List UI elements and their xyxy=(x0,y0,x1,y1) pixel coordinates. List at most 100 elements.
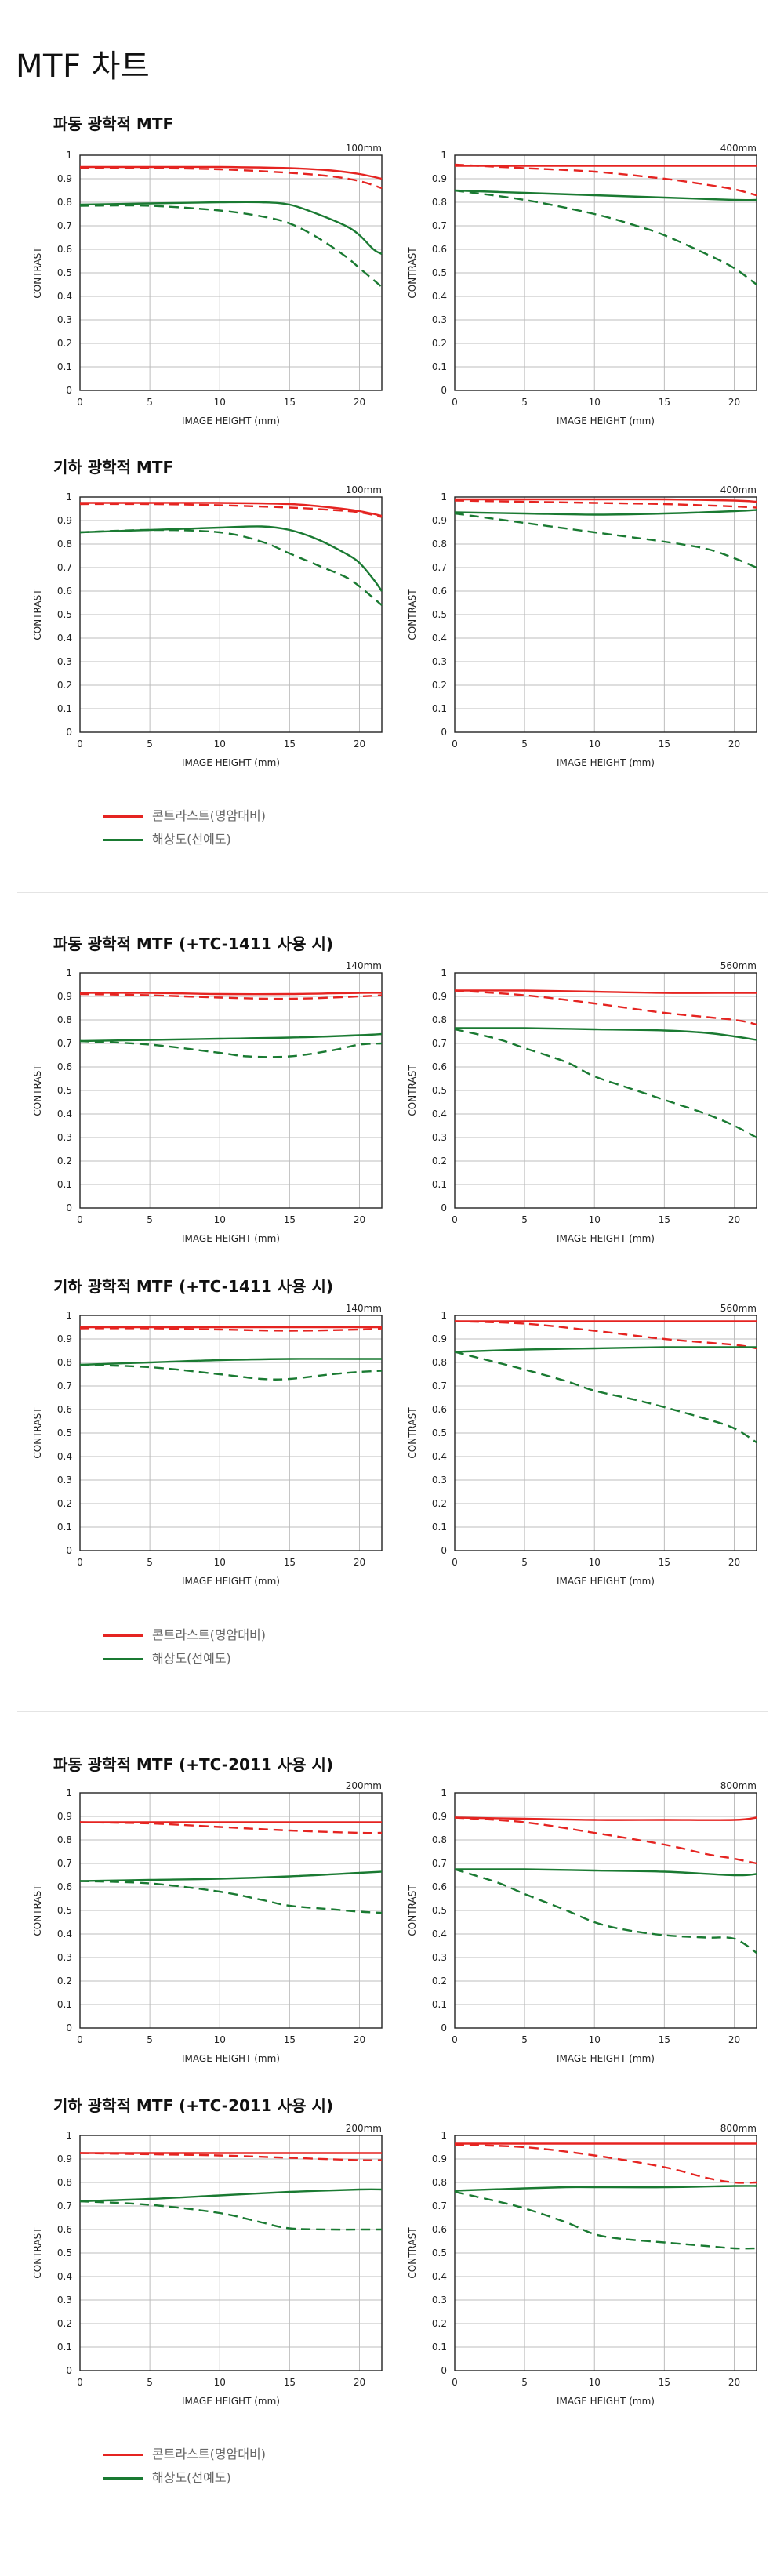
x-axis-label: IMAGE HEIGHT (mm) xyxy=(557,2053,655,2064)
y-tick-label: 0.3 xyxy=(432,314,447,325)
contrast-dashed-line xyxy=(454,163,757,197)
y-tick-label: 0.6 xyxy=(57,2224,72,2235)
mtf-chart-wave-400mm: 00.10.20.30.40.50.60.70.80.910 5 10 15 20IMA… xyxy=(407,143,757,426)
mtf-chart-wave-tc1411-140mm: 00.10.20.30.40.50.60.70.80.910 5 10 15 20IMA… xyxy=(32,960,383,1244)
plot-frame xyxy=(79,154,383,391)
plot-frame xyxy=(454,1315,757,1551)
x-tick-label: 20 xyxy=(354,1214,365,1225)
y-tick-label: 0.1 xyxy=(432,1522,447,1533)
x-axis-label: IMAGE HEIGHT (mm) xyxy=(182,1233,280,1244)
y-tick-label: 0.3 xyxy=(57,2295,72,2306)
resolution-dashed-line xyxy=(454,1868,757,1954)
y-tick-label: 0.6 xyxy=(432,1404,447,1415)
x-tick-label: 5 xyxy=(147,397,153,408)
y-tick-label: 0.8 xyxy=(432,197,447,208)
mtf-chart-geometric-100mm: 00.10.20.30.40.50.60.70.80.910 5 10 15 20IMA… xyxy=(32,484,383,768)
contrast-solid-line xyxy=(454,498,757,503)
y-tick-label: 0.9 xyxy=(57,1333,72,1344)
y-tick-label: 0.9 xyxy=(57,173,72,184)
legend-swatch-resolution xyxy=(103,839,143,841)
legend-label-contrast: 콘트라스트(명암대비) xyxy=(152,808,266,823)
resolution-dashed-line xyxy=(454,189,757,285)
y-tick-label: 0 xyxy=(66,1545,72,1556)
y-tick-label: 0.6 xyxy=(432,586,447,597)
y-tick-label: 0.2 xyxy=(57,680,72,691)
y-tick-label: 0.4 xyxy=(57,291,72,302)
x-tick-label: 5 xyxy=(521,2034,528,2045)
y-tick-label: 0.4 xyxy=(432,1928,447,1939)
x-tick-label: 5 xyxy=(147,2377,153,2388)
contrast-dashed-line xyxy=(454,2143,757,2184)
y-axis-label: CONTRAST xyxy=(407,1065,418,1116)
y-tick-label: 0.7 xyxy=(57,562,72,573)
x-tick-label: 20 xyxy=(728,738,740,749)
x-tick-label: 5 xyxy=(521,1557,528,1568)
y-tick-label: 1 xyxy=(441,967,447,978)
x-axis-label: IMAGE HEIGHT (mm) xyxy=(557,415,655,426)
x-tick-label: 20 xyxy=(728,1214,740,1225)
y-tick-label: 0.5 xyxy=(57,1428,72,1439)
y-axis-label: CONTRAST xyxy=(407,589,418,640)
x-axis-label: IMAGE HEIGHT (mm) xyxy=(557,1576,655,1587)
x-tick-label: 20 xyxy=(728,2377,740,2388)
x-tick-label: 20 xyxy=(728,397,740,408)
y-tick-label: 0.4 xyxy=(432,291,447,302)
x-tick-label: 20 xyxy=(354,1557,365,1568)
y-tick-label: 1 xyxy=(441,2130,447,2141)
y-tick-label: 0.9 xyxy=(432,991,447,1002)
y-tick-label: 0.8 xyxy=(432,539,447,550)
y-tick-label: 0 xyxy=(441,2023,447,2034)
contrast-solid-line xyxy=(80,502,383,517)
x-tick-label: 20 xyxy=(354,2034,365,2045)
y-tick-label: 0.5 xyxy=(57,609,72,620)
x-tick-label: 0 xyxy=(77,2034,83,2045)
y-tick-label: 0.5 xyxy=(432,609,447,620)
section-title: 파동 광학적 MTF (+TC-2011 사용 시) xyxy=(53,1755,334,1774)
plot-frame xyxy=(79,1315,383,1551)
y-tick-label: 0.1 xyxy=(57,1522,72,1533)
focal-length-label: 100mm xyxy=(346,143,382,154)
y-tick-label: 0.2 xyxy=(432,338,447,349)
x-tick-label: 10 xyxy=(589,1214,601,1225)
y-tick-label: 0.4 xyxy=(432,1451,447,1462)
y-tick-label: 0.1 xyxy=(57,2342,72,2353)
resolution-dashed-line xyxy=(454,1028,757,1139)
plot-frame xyxy=(454,154,757,391)
legend-label-contrast: 콘트라스트(명암대비) xyxy=(152,1627,266,1642)
y-axis-label: CONTRAST xyxy=(407,1407,418,1459)
y-tick-label: 0.4 xyxy=(57,1451,72,1462)
y-tick-label: 0.9 xyxy=(432,515,447,526)
contrast-solid-line xyxy=(454,989,757,994)
y-tick-label: 0.3 xyxy=(432,1952,447,1963)
x-axis-label: IMAGE HEIGHT (mm) xyxy=(182,2396,280,2407)
x-tick-label: 15 xyxy=(284,738,296,749)
x-axis-label: IMAGE HEIGHT (mm) xyxy=(557,2396,655,2407)
y-axis-label: CONTRAST xyxy=(32,1065,43,1116)
legend-label-resolution: 해상도(선예도) xyxy=(152,832,231,847)
y-tick-label: 0.4 xyxy=(57,1928,72,1939)
resolution-dashed-line xyxy=(454,2190,757,2250)
y-tick-label: 0.2 xyxy=(432,680,447,691)
y-tick-label: 0.2 xyxy=(57,1156,72,1166)
focal-length-label: 560mm xyxy=(720,960,757,971)
y-tick-label: 0.6 xyxy=(432,2224,447,2235)
y-tick-label: 0.2 xyxy=(57,338,72,349)
y-tick-label: 0 xyxy=(441,385,447,396)
x-tick-label: 5 xyxy=(521,2377,528,2388)
legend-label-resolution: 해상도(선예도) xyxy=(152,2470,231,2485)
x-tick-label: 20 xyxy=(728,2034,740,2045)
mtf-chart-wave-tc1411-560mm: 00.10.20.30.40.50.60.70.80.910 5 10 15 20IMA… xyxy=(407,960,757,1244)
y-tick-label: 0 xyxy=(66,385,72,396)
y-tick-label: 0.4 xyxy=(57,633,72,644)
mtf-chart-geometric-tc1411-140mm: 00.10.20.30.40.50.60.70.80.910 5 10 15 20IMA… xyxy=(32,1303,383,1587)
section-title: 파동 광학적 MTF xyxy=(53,114,174,133)
contrast-solid-line xyxy=(79,992,383,996)
y-tick-label: 1 xyxy=(66,492,72,503)
y-tick-label: 0.2 xyxy=(57,1976,72,1986)
y-tick-label: 0.8 xyxy=(432,1357,447,1368)
y-tick-label: 0.8 xyxy=(432,1014,447,1025)
contrast-dashed-line xyxy=(79,1327,383,1332)
plot-frame xyxy=(79,972,383,1209)
y-tick-label: 0.1 xyxy=(432,1999,447,2010)
x-tick-label: 5 xyxy=(147,1214,153,1225)
